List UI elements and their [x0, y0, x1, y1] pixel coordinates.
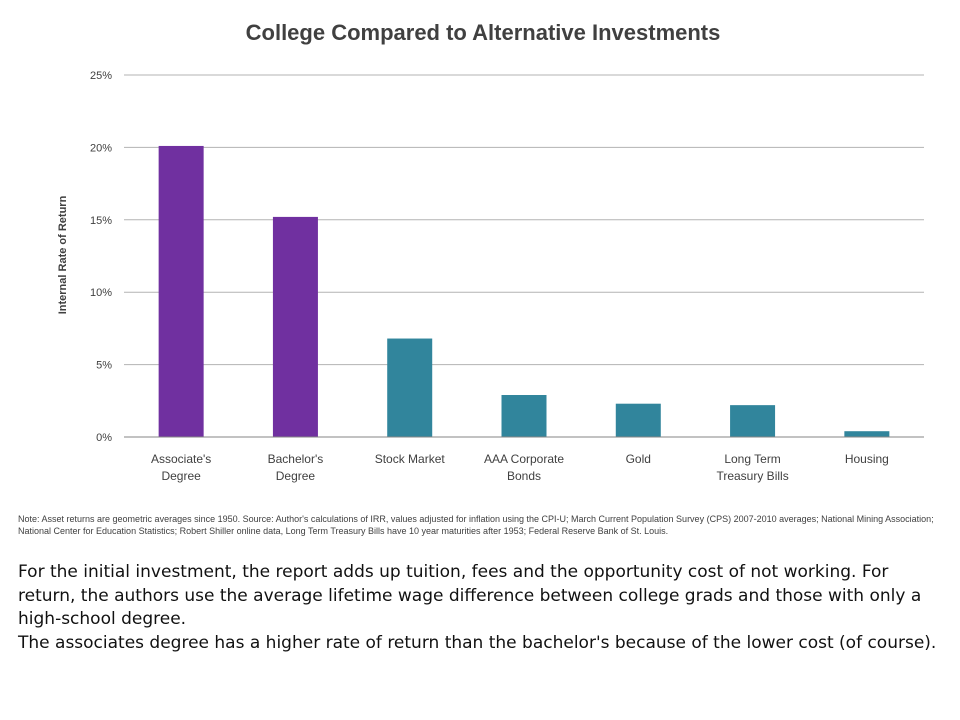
y-tick-label: 0% — [96, 432, 112, 444]
y-axis-ticks: 0% 5% 10% 15% 20% 25% — [90, 70, 112, 444]
chart-title: College Compared to Alternative Investme… — [246, 20, 721, 45]
bar — [730, 405, 776, 437]
chart-source-note: Note: Asset returns are geometric averag… — [18, 514, 934, 536]
y-tick-label: 25% — [90, 70, 112, 82]
x-tick-label: Long Term Treasury Bills — [716, 452, 788, 483]
x-tick-label: Bachelor's Degree — [268, 452, 324, 483]
x-tick-label: Associate's Degree — [151, 452, 211, 483]
x-tick-label: Stock Market — [375, 452, 446, 466]
x-tick-label: AAA Corporate Bonds — [484, 452, 564, 483]
x-tick-label: Housing — [845, 452, 889, 466]
x-axis-ticks: Associate's Degree Bachelor's Degree Stock M… — [151, 452, 889, 483]
caption-paragraph-2: The associates degree has a higher rate … — [18, 632, 937, 653]
bars — [158, 145, 890, 437]
bar — [615, 403, 661, 437]
y-tick-label: 20% — [90, 142, 112, 154]
bar — [272, 216, 318, 437]
caption: For the initial investment, the report a… — [18, 561, 948, 655]
gridlines — [124, 74, 924, 366]
bar — [387, 338, 433, 437]
bar — [158, 145, 204, 437]
bar — [844, 431, 890, 437]
bar — [501, 395, 547, 437]
y-axis-label: Internal Rate of Return — [57, 195, 69, 314]
y-tick-label: 15% — [90, 215, 112, 227]
caption-paragraph-1: For the initial investment, the report a… — [18, 562, 922, 629]
y-tick-label: 5% — [96, 360, 112, 372]
y-tick-label: 10% — [90, 287, 112, 299]
bar-chart: College Compared to Alternative Investme… — [57, 20, 924, 483]
x-tick-label: Gold — [626, 452, 651, 466]
